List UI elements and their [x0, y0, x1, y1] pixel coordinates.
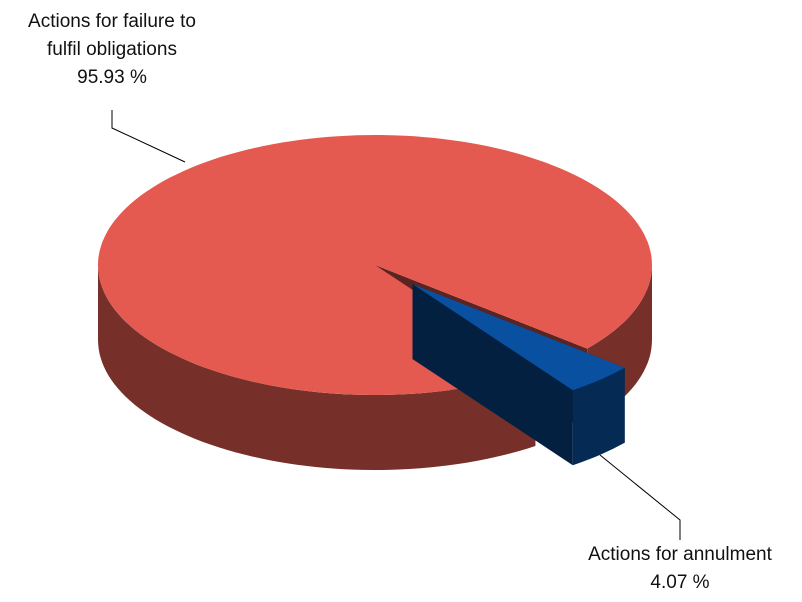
slice-top — [412, 284, 625, 391]
slice-label: Actions for annulment 4.07 % — [560, 541, 800, 597]
slice-side — [572, 367, 625, 466]
value-label: 4.07 % — [650, 572, 710, 593]
slice — [412, 284, 625, 466]
category-label: Actions for annulment — [588, 544, 772, 565]
slice-label: Actions for failure to fulfil obligation… — [16, 8, 208, 92]
leader-line — [599, 454, 681, 540]
leader-line — [111, 110, 186, 163]
value-label: 95.93 % — [77, 67, 147, 88]
category-label: Actions for failure to fulfil obligation… — [28, 11, 196, 60]
slice-face — [412, 284, 573, 466]
slice-top — [98, 135, 652, 395]
slice-side — [98, 265, 536, 470]
